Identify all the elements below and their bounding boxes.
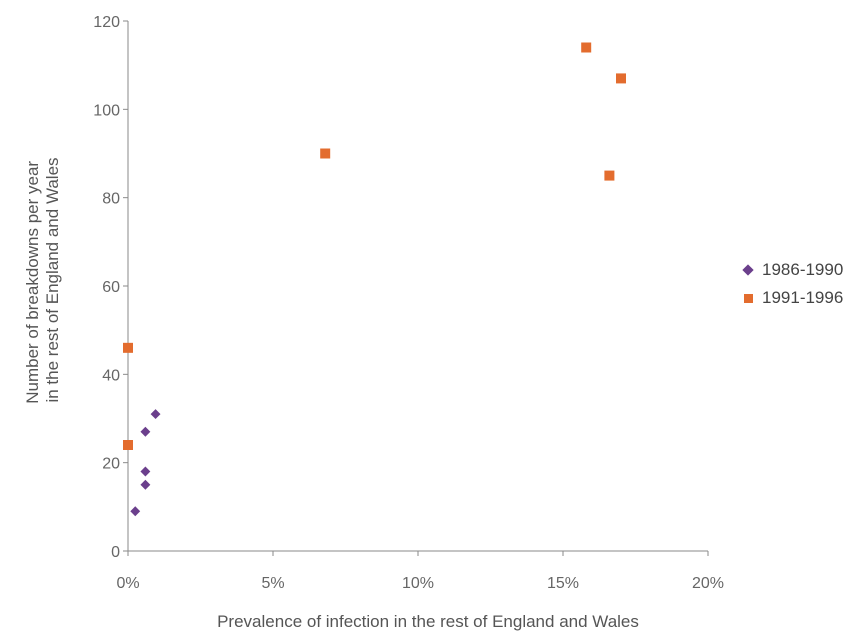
y-tick-label: 120	[93, 14, 120, 31]
x-tick-label: 5%	[261, 575, 284, 592]
y-tick-label: 0	[111, 544, 120, 561]
y-axis-title-line-2: in the rest of England and Wales	[43, 157, 62, 402]
data-point-1991-1996	[616, 73, 626, 84]
data-point-1986-1990	[130, 506, 141, 517]
data-point-1986-1990	[140, 479, 151, 490]
y-tick-label: 80	[102, 191, 120, 208]
legend-diamond-marker	[740, 264, 756, 276]
legend-label-1986-1990: 1986-1990	[762, 260, 844, 279]
y-axis-title: Number of breakdowns per year in the res…	[23, 156, 62, 404]
legend-label-1991-1996: 1991-1996	[762, 288, 844, 307]
axes	[123, 20, 709, 556]
x-tick-label: 20%	[692, 575, 724, 592]
x-tick-label: 15%	[547, 575, 579, 592]
data-point-1986-1990	[150, 409, 161, 420]
x-axis-title: Prevalence of infection in the rest of E…	[217, 612, 639, 631]
legend-item-1991-1996: 1991-1996	[740, 284, 843, 312]
y-tick-label: 40	[102, 367, 120, 384]
legend-square-marker	[740, 293, 756, 303]
axis-titles: Prevalence of infection in the rest of E…	[23, 156, 639, 631]
data-point-1991-1996	[320, 148, 331, 159]
y-tick-label: 60	[102, 279, 120, 296]
y-axis-title-line-1: Number of breakdowns per year	[23, 161, 42, 404]
x-tick-label: 10%	[402, 575, 434, 592]
legend: 1986-1990 1991-1996	[740, 256, 843, 312]
x-tick-label: 0%	[116, 575, 139, 592]
data-points	[123, 42, 626, 517]
data-point-1986-1990	[140, 466, 151, 477]
legend-item-1986-1990: 1986-1990	[740, 256, 843, 284]
data-point-1991-1996	[581, 42, 592, 53]
data-point-1991-1996	[604, 170, 615, 181]
y-tick-label: 20	[102, 456, 120, 473]
y-tick-label: 100	[93, 102, 120, 119]
data-point-1991-1996	[123, 440, 133, 450]
tick-labels: 0 20 40 60 80 100 120 0% 5% 10% 15% 20%	[93, 14, 724, 592]
data-point-1991-1996	[123, 342, 133, 353]
data-point-1986-1990	[140, 426, 151, 437]
